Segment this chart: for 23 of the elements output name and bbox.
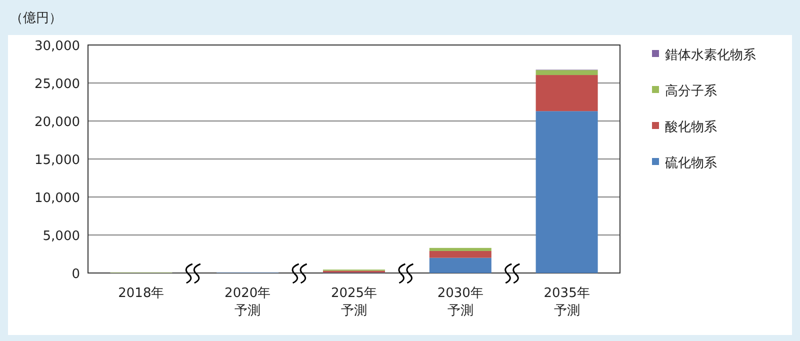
bar bbox=[536, 70, 598, 76]
y-tick-label: 5,000 bbox=[42, 229, 80, 244]
x-tick-label: 2025年予測 bbox=[330, 286, 378, 319]
x-tick-label: 2035年予測 bbox=[544, 286, 590, 319]
legend-label: 硫化物系 bbox=[665, 156, 717, 171]
legend-label: 酸化物系 bbox=[665, 120, 717, 135]
bar bbox=[429, 250, 492, 258]
y-tick-label: 10,000 bbox=[34, 191, 80, 206]
x-tick-label: 2018年 bbox=[118, 286, 164, 301]
bar bbox=[429, 258, 492, 273]
bar bbox=[429, 248, 492, 251]
legend-label: 錯体水素化物系 bbox=[665, 48, 756, 63]
y-tick-label: 15,000 bbox=[34, 153, 80, 168]
y-tick-label: 20,000 bbox=[34, 115, 80, 130]
x-tick-label: 2020年予測 bbox=[224, 286, 271, 319]
y-tick-label: 25,000 bbox=[34, 77, 80, 92]
x-tick-label: 2030年予測 bbox=[437, 286, 484, 319]
y-tick-label: 0 bbox=[72, 267, 80, 282]
legend-label: 高分子系 bbox=[665, 83, 717, 99]
bar bbox=[536, 75, 598, 112]
y-axis-title: （億円） bbox=[10, 11, 62, 26]
y-tick-label: 30,000 bbox=[34, 39, 80, 54]
bar bbox=[536, 111, 598, 273]
